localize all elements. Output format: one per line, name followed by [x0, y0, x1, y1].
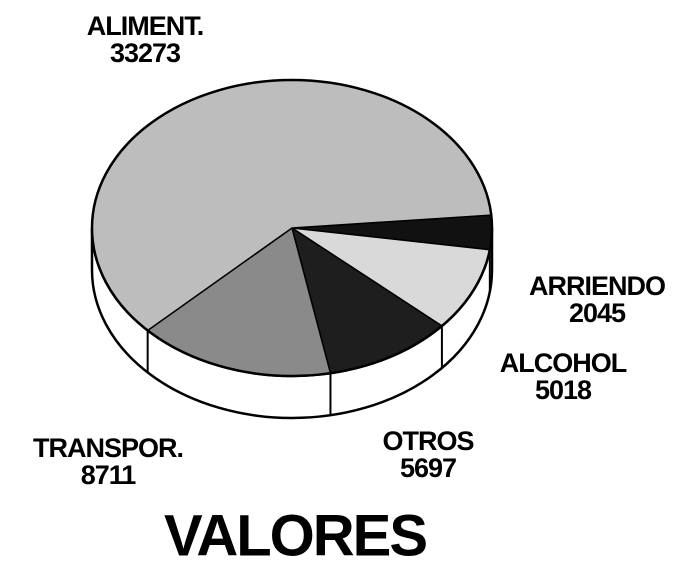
slice-label: TRANSPOR.	[33, 433, 183, 463]
slice-label: ALIMENT.	[87, 11, 204, 41]
slice-label: ALCOHOL	[500, 348, 627, 378]
slice-value: 8711	[81, 460, 137, 490]
slice-value: 33273	[110, 38, 181, 68]
slice-value: 5697	[400, 453, 456, 483]
pie-outline	[90, 78, 494, 378]
slice-value: 2045	[569, 298, 626, 328]
slice-label: ARRIENDO	[529, 271, 665, 301]
slice-value: 5018	[535, 375, 592, 405]
chart-title: VALORES	[164, 503, 426, 568]
slice-label: OTROS	[382, 426, 473, 456]
